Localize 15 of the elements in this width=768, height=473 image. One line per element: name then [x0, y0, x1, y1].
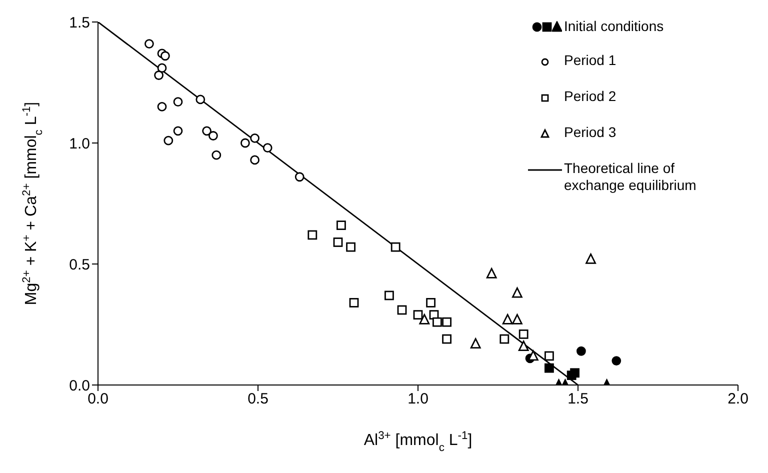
legend-label: Theoretical line of exchange equilibrium: [564, 160, 698, 194]
legend-label: Initial conditions: [564, 18, 664, 35]
x-axis-title: Al$^{3+}$ [mmol$_{c}$ L$^{-1}$]: [364, 430, 472, 454]
y-tick-label: 1.5: [69, 14, 90, 32]
legend-label: Period 3: [564, 124, 616, 141]
y-tick-label: 1.0: [69, 135, 90, 152]
y-tick-label: 0.0: [69, 377, 90, 394]
x-tick-label: 2.0: [728, 390, 748, 408]
x-tick-label: 1.5: [568, 390, 588, 408]
x-tick-label: 0.5: [248, 390, 268, 408]
y-tick-label: 0.5: [69, 256, 90, 274]
legend-label: Period 2: [564, 88, 616, 105]
x-tick-label: 1.0: [408, 390, 428, 408]
x-tick-label: 0.0: [88, 390, 108, 408]
legend-label: Period 1: [564, 52, 616, 69]
